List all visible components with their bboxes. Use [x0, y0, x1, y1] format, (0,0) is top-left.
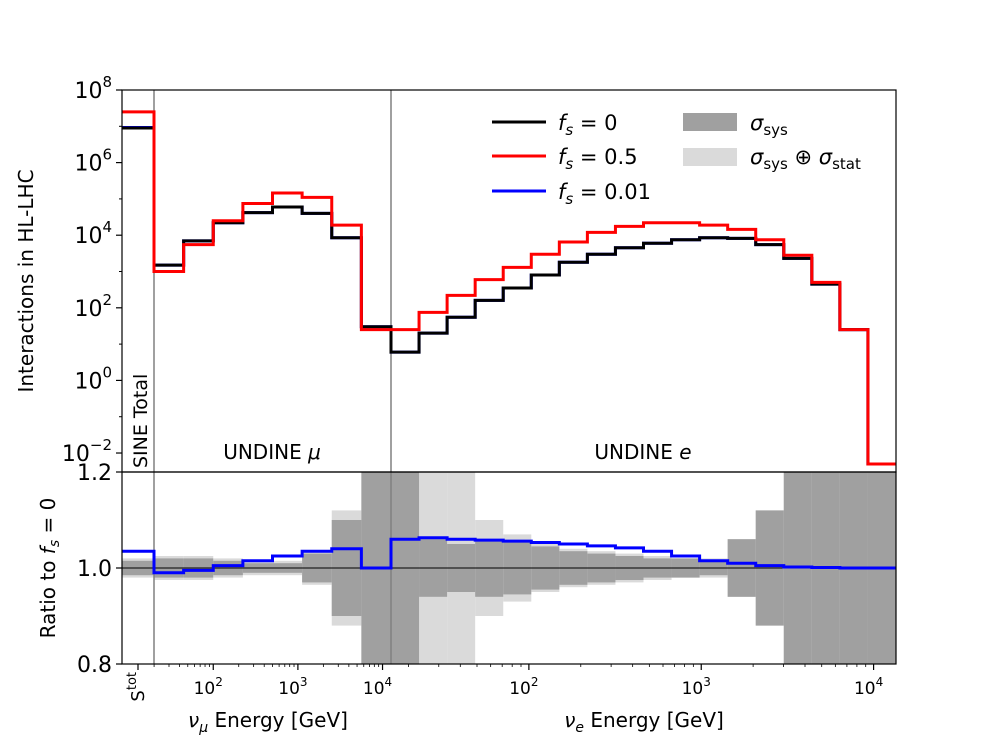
x-e-tick-label: 102: [509, 675, 538, 699]
legend-swatch-sys: [683, 113, 737, 131]
x-sine-tick-label: Stot: [125, 672, 149, 702]
legend-label-fs05: fs = 0.5: [558, 145, 638, 173]
legend-label-fs001: fs = 0.01: [558, 180, 651, 208]
top-series: [122, 110, 896, 466]
ratio-y-tick-label: 0.8: [77, 653, 112, 678]
series-line-fs05: [122, 110, 896, 466]
region-label-sine: SINE Total: [130, 374, 152, 468]
top-y-tick-label: 10−2: [62, 436, 112, 467]
x-e-tick-label: 104: [854, 675, 883, 699]
ratio-y-label: Ratio to fs = 0: [36, 498, 63, 639]
x-mu-tick-label: 103: [278, 675, 307, 699]
x-e-tick-label: 103: [682, 675, 711, 699]
x-ticks: 102 103 104 102 103 104 Stot: [125, 664, 883, 702]
ratio-y-tick-label: 1.2: [77, 461, 112, 486]
top-y-tick-label: 108: [74, 73, 112, 104]
region-label-undine-mu: UNDINE μ: [223, 440, 321, 464]
top-y-tick-label: 104: [74, 218, 112, 249]
top-y-tick-label: 100: [74, 363, 112, 394]
top-y-ticks: 108 106 104 102 100 10−2: [62, 73, 122, 467]
legend: fs = 0 fs = 0.5 fs = 0.01 σsys σsys ⊕ σs…: [492, 111, 861, 208]
legend-swatch-sysstat: [683, 148, 737, 166]
region-label-undine-e: UNDINE e: [594, 440, 691, 464]
legend-label-sys: σsys: [750, 111, 788, 139]
ratio-lines: [122, 536, 896, 575]
top-y-tick-label: 106: [74, 146, 112, 177]
ratio-y-ticks: 0.8 1.0 1.2: [77, 461, 122, 678]
legend-label-sysstat: σsys ⊕ σstat: [750, 145, 861, 173]
legend-label-fs0: fs = 0: [558, 111, 618, 139]
ratio-line-fs001: [122, 536, 896, 575]
top-y-tick-label: 102: [74, 291, 112, 322]
x-mu-tick-label: 104: [363, 675, 392, 699]
top-y-label: Interactions in HL-LHC: [14, 169, 38, 392]
x-label-mu: νμ Energy [GeV]: [188, 708, 348, 736]
x-mu-tick-label: 102: [194, 675, 223, 699]
series-line-fs0: [122, 126, 896, 466]
x-label-e: νe Energy [GeV]: [564, 708, 724, 736]
ratio-y-tick-label: 1.0: [77, 557, 112, 582]
